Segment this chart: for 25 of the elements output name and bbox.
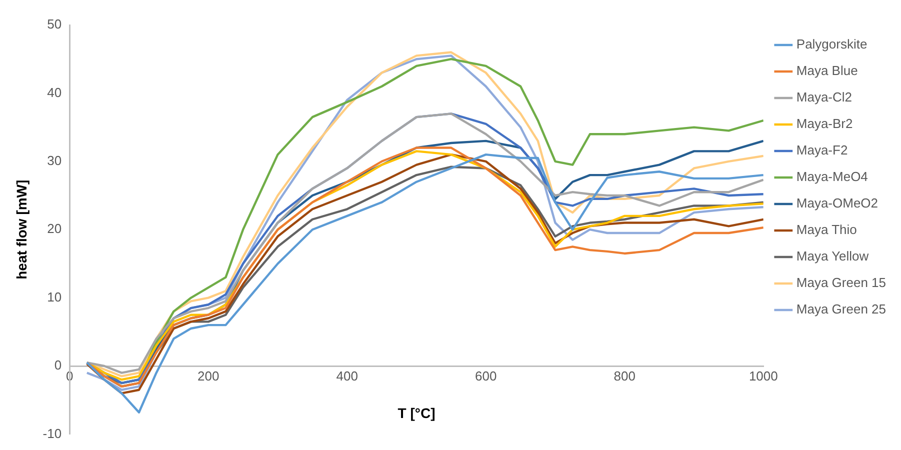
legend-label: Maya Thio xyxy=(796,222,857,238)
legend-label: Maya-Br2 xyxy=(796,116,853,132)
y-tick-label: -10 xyxy=(42,426,62,441)
legend-label: Palygorskite xyxy=(796,36,868,52)
y-tick-label: 10 xyxy=(47,289,62,304)
x-tick-label: 600 xyxy=(475,368,497,384)
x-axis-title: T [°C] xyxy=(398,404,436,421)
x-tick-label: 400 xyxy=(336,368,358,384)
legend-label: Maya-MeO4 xyxy=(796,169,868,184)
y-tick-label: 20 xyxy=(47,221,62,236)
y-tick-label: 40 xyxy=(47,84,62,100)
legend-label: Maya-Cl2 xyxy=(796,90,852,105)
x-tick-label: 200 xyxy=(198,368,220,384)
y-tick-label: 30 xyxy=(47,152,62,168)
legend-label: Maya Blue xyxy=(796,63,858,78)
y-tick-label: 50 xyxy=(47,16,62,32)
x-tick-label: 1000 xyxy=(748,368,778,384)
x-tick-label: 800 xyxy=(614,368,636,384)
legend-label: Maya-F2 xyxy=(796,142,848,158)
y-axis-title: heat flow [mW] xyxy=(13,180,30,280)
legend-label: Maya-OMeO2 xyxy=(796,196,878,211)
legend-label: Maya Green 15 xyxy=(796,275,886,290)
y-tick-label: 0 xyxy=(54,358,62,373)
legend-label: Maya Yellow xyxy=(796,248,870,264)
legend-label: Maya Green 25 xyxy=(796,302,886,317)
